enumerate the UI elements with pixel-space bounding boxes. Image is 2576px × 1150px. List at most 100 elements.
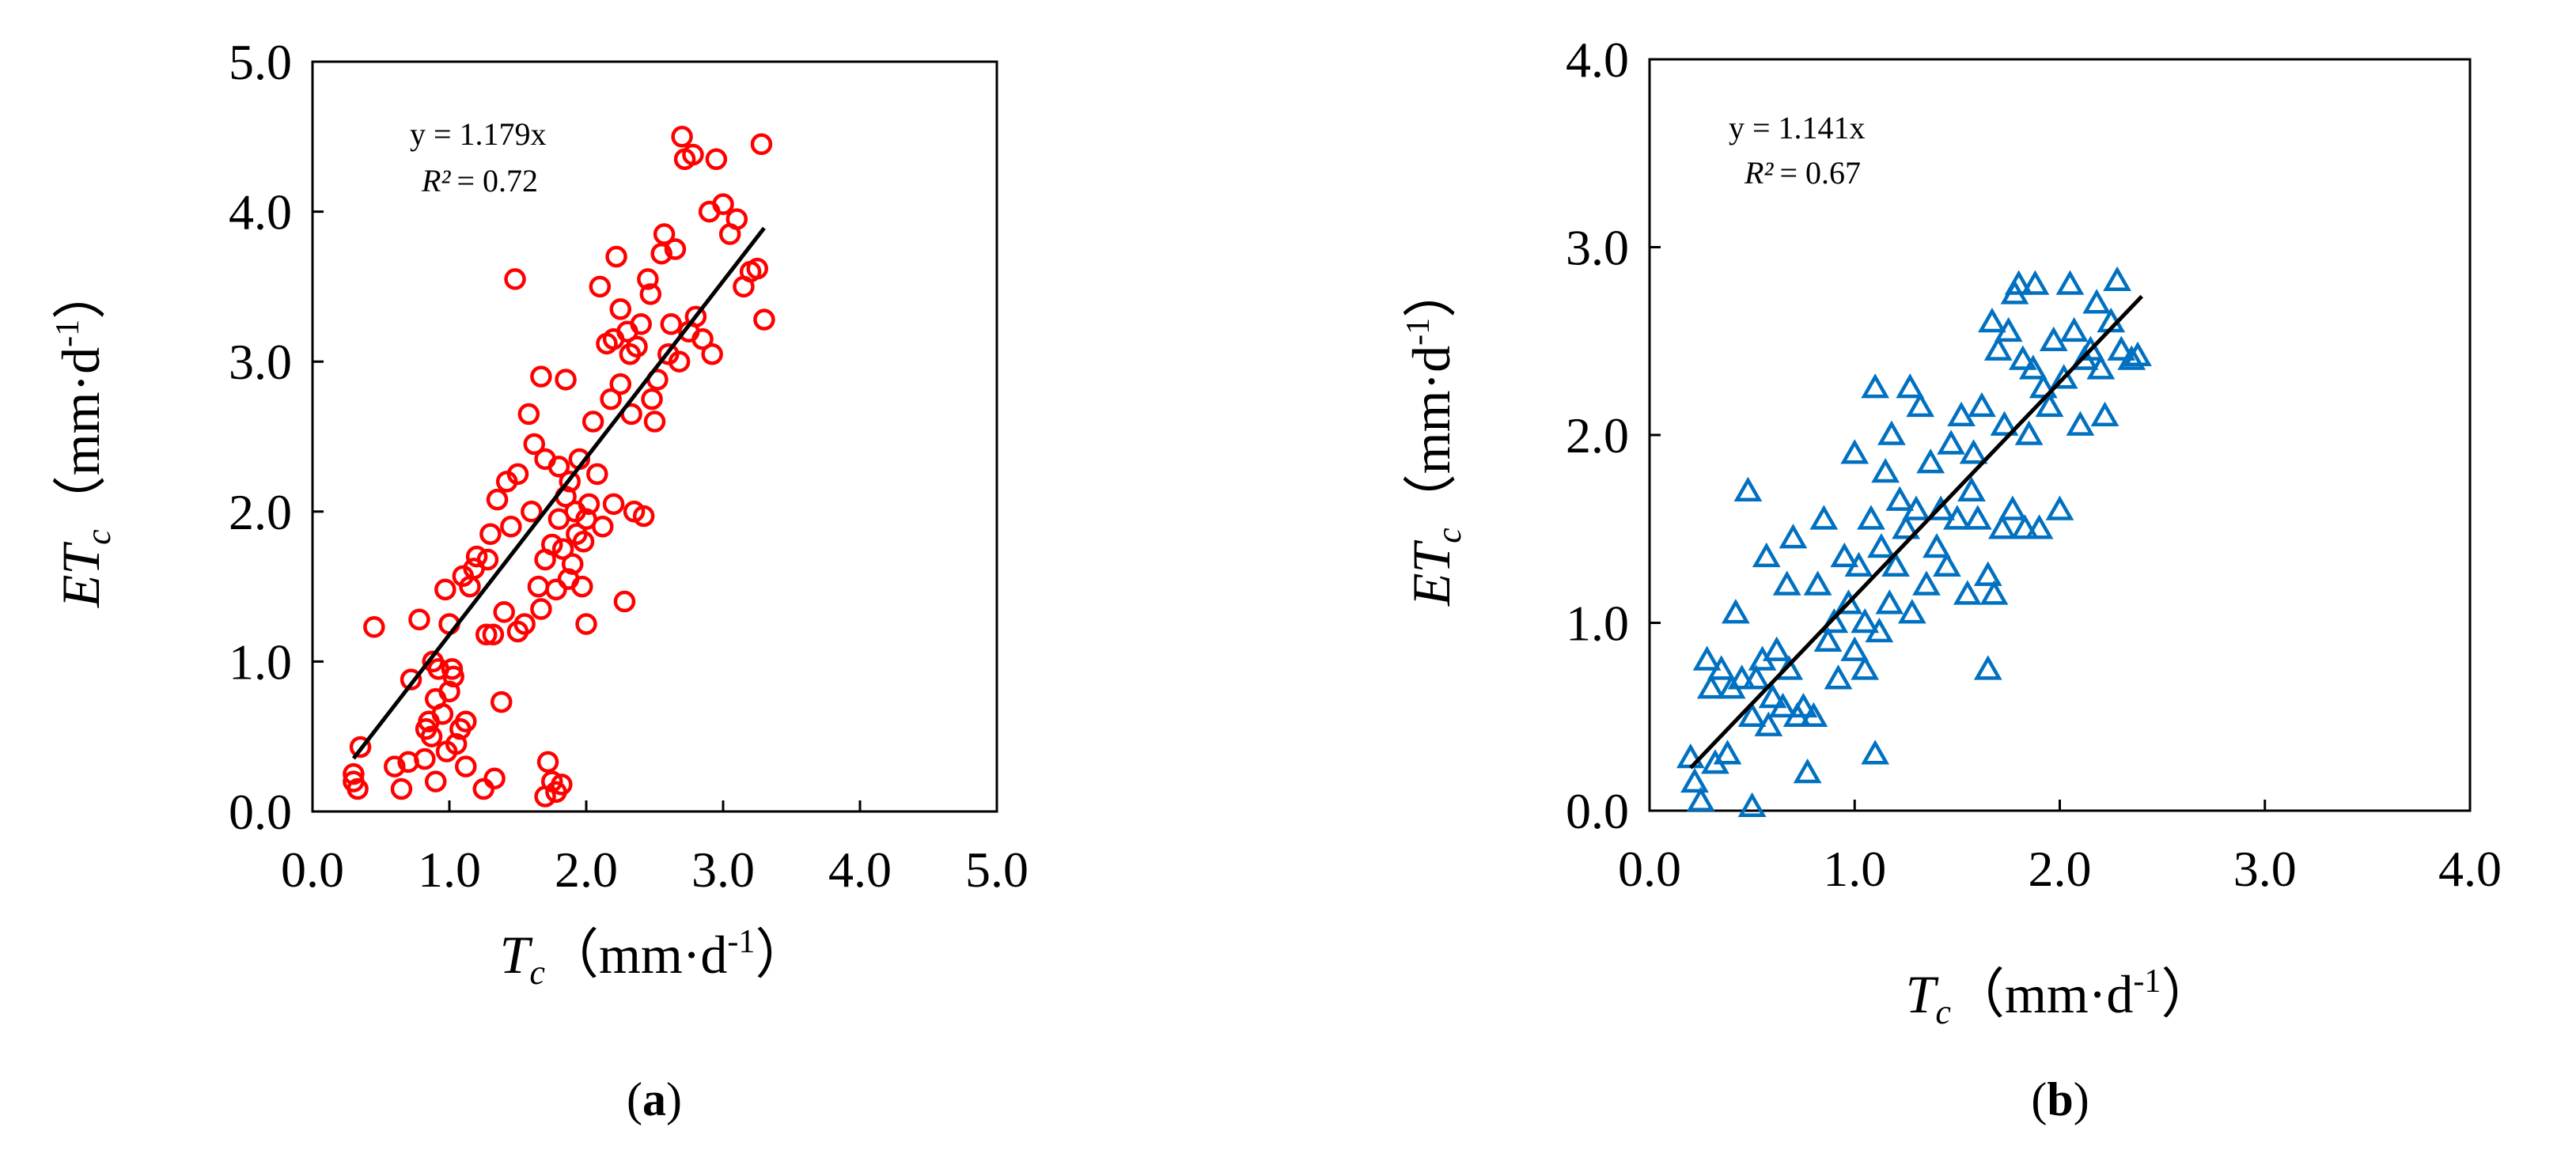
data-point	[1865, 617, 1894, 643]
data-point	[517, 403, 540, 426]
y-tick-label: 0.0	[229, 784, 292, 840]
panel-label-a: (a)	[627, 1073, 682, 1125]
data-point	[753, 308, 775, 331]
data-point	[637, 268, 659, 290]
data-point	[536, 751, 559, 774]
fit-line-a	[351, 226, 766, 760]
data-point	[639, 283, 662, 305]
y-title-sup-a: -1	[50, 320, 86, 347]
x-tick-labels-b: 0.0 1.0 2.0 3.0 4.0	[1618, 841, 2502, 897]
data-point	[1754, 711, 1783, 736]
data-point	[1722, 599, 1750, 624]
data-point	[684, 305, 707, 328]
data-point	[586, 463, 608, 486]
data-point	[1733, 476, 1763, 501]
y-axis-title-b: ETc（mm·d-1）	[1400, 264, 1468, 607]
y-tick-label: 4.0	[229, 184, 292, 240]
data-point	[561, 553, 584, 575]
x-title-var-a: T	[500, 925, 533, 985]
data-point	[1686, 786, 1715, 811]
data-point	[541, 770, 563, 793]
data-point	[2008, 345, 2037, 370]
data-point	[490, 690, 513, 713]
data-point	[712, 193, 734, 215]
data-point	[2055, 270, 2085, 295]
data-point	[465, 545, 488, 568]
data-point	[1768, 692, 1798, 718]
data-point	[1824, 664, 1853, 690]
data-point	[2082, 289, 2112, 314]
r2-label-b: R²	[1744, 155, 1774, 191]
data-point	[343, 762, 365, 785]
data-point	[400, 668, 422, 690]
panel-label-b-open: (	[2031, 1073, 2047, 1125]
data-point	[1803, 570, 1832, 596]
data-point	[613, 590, 636, 613]
y-tick-label: 5.0	[229, 34, 292, 90]
data-point	[1897, 599, 1926, 624]
y-title-var-b: ET	[1401, 540, 1461, 607]
data-point	[1963, 505, 1992, 530]
data-point	[527, 575, 550, 598]
data-point	[1983, 335, 2013, 361]
y-axis-title-a: ETc（mm·d-1）	[50, 266, 118, 608]
data-point	[1813, 626, 1843, 652]
data-point	[660, 313, 683, 335]
data-point	[500, 516, 522, 538]
data-point	[506, 463, 529, 486]
x-tick-labels-a: 0.0 1.0 2.0 3.0 4.0 5.0	[281, 842, 1029, 898]
data-point	[475, 623, 498, 646]
x-tick-label: 3.0	[2233, 841, 2297, 897]
data-point	[349, 736, 372, 758]
data-point	[1696, 674, 1726, 699]
equation-a: y = 1.179x	[410, 116, 547, 152]
y-tick-label: 3.0	[1566, 220, 1629, 276]
data-point	[472, 777, 494, 800]
data-point	[1973, 561, 2002, 586]
x-tick-label: 1.0	[418, 842, 481, 898]
data-point	[1676, 743, 1705, 769]
data-point	[2117, 345, 2146, 370]
data-point	[1994, 316, 2023, 342]
data-point	[630, 313, 652, 335]
data-point	[600, 388, 622, 410]
data-point	[609, 298, 631, 320]
y-title-sup-b: -1	[1400, 318, 1437, 346]
data-point	[479, 523, 502, 545]
data-point	[2086, 354, 2116, 380]
plot-frame-a	[311, 60, 998, 813]
data-point	[1943, 505, 1972, 530]
data-point	[2059, 316, 2089, 342]
x-title-sup-a: -1	[727, 924, 755, 960]
data-point	[1998, 495, 2027, 520]
data-point	[390, 777, 413, 800]
data-point	[2066, 410, 2095, 436]
data-point	[1896, 373, 1925, 399]
data-point	[1727, 664, 1756, 690]
x-ticks-b	[1648, 800, 2472, 811]
data-point	[1906, 392, 1935, 418]
data-point	[530, 365, 552, 388]
data-point	[1978, 307, 2006, 333]
x-title-unit-b: （mm·d	[1951, 964, 2133, 1024]
data-point	[547, 456, 570, 478]
data-point	[750, 133, 773, 156]
data-point	[1912, 570, 1941, 596]
data-point	[482, 623, 505, 646]
data-point	[551, 538, 574, 560]
data-point	[521, 501, 543, 523]
data-point	[668, 350, 691, 373]
data-point	[2039, 326, 2068, 351]
data-point	[431, 703, 454, 725]
data-point	[1851, 655, 1880, 680]
y-tick-label: 3.0	[229, 334, 292, 390]
data-point	[555, 369, 577, 391]
data-point	[1877, 420, 1906, 445]
data-point	[1885, 486, 1915, 511]
data-point	[1692, 645, 1722, 671]
data-point	[408, 608, 430, 631]
data-point	[725, 208, 748, 230]
data-point	[1990, 410, 2019, 436]
data-point	[1737, 702, 1767, 727]
data-point	[2107, 335, 2136, 361]
